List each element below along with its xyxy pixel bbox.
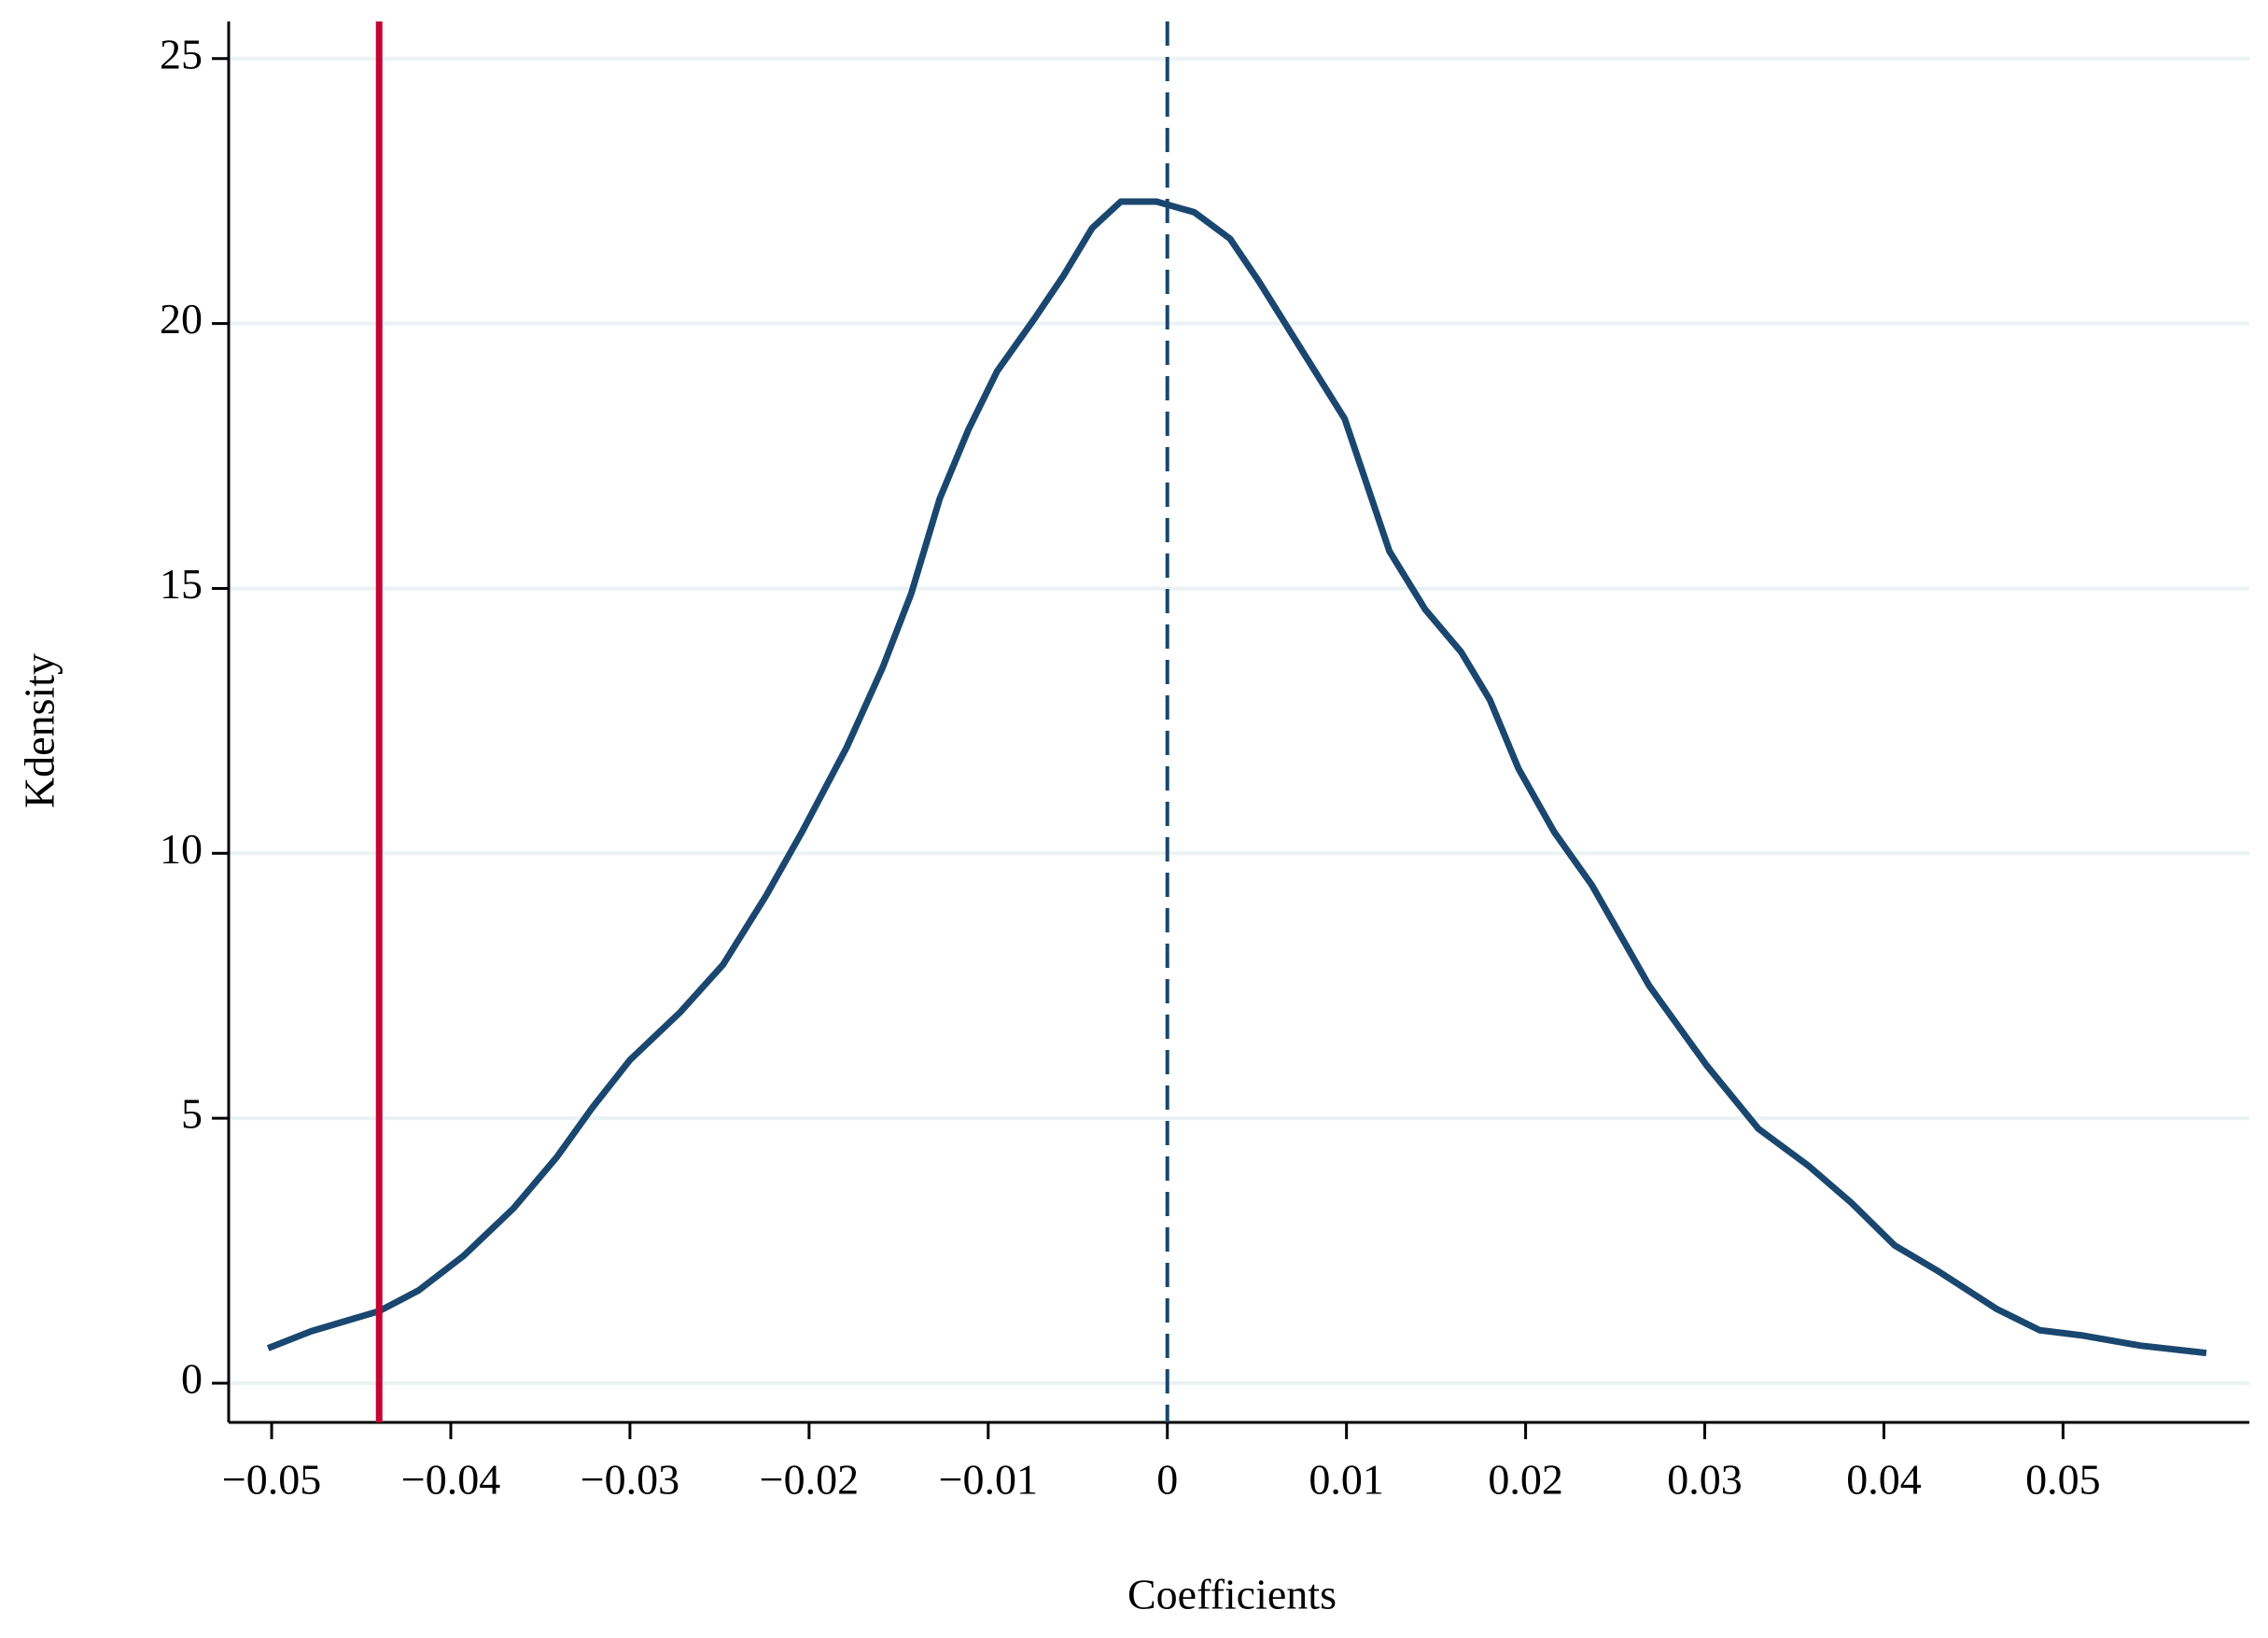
- y-tick-label: 0: [181, 1355, 203, 1403]
- y-tick-label: 25: [160, 30, 203, 77]
- x-tick-label: 0.01: [1309, 1456, 1384, 1504]
- x-tick-label: −0.02: [760, 1456, 859, 1504]
- x-tick-label: 0.05: [2025, 1456, 2101, 1504]
- y-tick-label: 10: [160, 825, 203, 873]
- y-tick-label: 5: [181, 1090, 203, 1138]
- x-tick-label: 0.04: [1846, 1456, 1922, 1504]
- y-axis-label: Kdensity: [16, 653, 63, 808]
- density-line: [266, 198, 2207, 1357]
- y-tick-label: 20: [160, 295, 203, 343]
- x-tick-label: 0: [1156, 1456, 1178, 1504]
- x-tick-label: −0.01: [939, 1456, 1038, 1504]
- y-tick-label: 15: [160, 560, 203, 608]
- x-tick-label: −0.04: [401, 1456, 500, 1504]
- x-tick-label: −0.05: [222, 1456, 321, 1504]
- x-axis-label: Coefficients: [1127, 1571, 1337, 1618]
- x-tick-label: 0.03: [1667, 1456, 1743, 1504]
- x-tick-label: 0.02: [1488, 1456, 1563, 1504]
- x-tick-label: −0.03: [581, 1456, 679, 1504]
